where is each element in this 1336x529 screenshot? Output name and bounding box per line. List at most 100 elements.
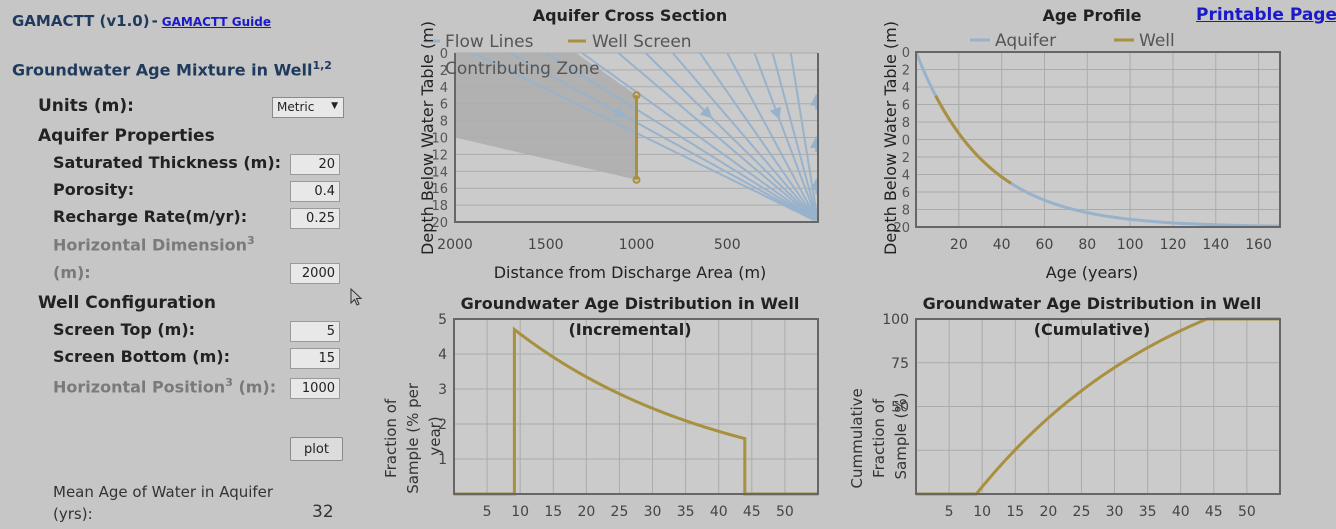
cumulative-axes bbox=[915, 318, 1281, 495]
cumulative-subtitle: (Cumulative) bbox=[1034, 320, 1151, 339]
age-profile-xlabel: Age (years) bbox=[1046, 263, 1139, 282]
y-tick-label: 2 bbox=[438, 417, 447, 433]
saturated-thickness-label: Saturated Thickness (m): bbox=[53, 153, 282, 172]
x-tick-label: 45 bbox=[743, 504, 761, 520]
x-tick-label: 35 bbox=[677, 504, 695, 520]
incremental-subtitle: (Incremental) bbox=[568, 320, 691, 339]
horizontal-position-text: Horizontal Position bbox=[53, 377, 226, 397]
y-tick-label: 18 bbox=[431, 199, 448, 214]
mean-age-label: Mean Age of Water in Aquifer (yrs): bbox=[53, 483, 274, 523]
panel-title-text: Groundwater Age Mixture in Well bbox=[12, 60, 313, 80]
y-tick-label: 1 bbox=[438, 452, 447, 468]
mean-age-value: 32 bbox=[312, 502, 334, 522]
y-tick-label: 2 bbox=[902, 64, 910, 79]
flow-direction-arrow bbox=[613, 106, 627, 118]
porosity-input[interactable] bbox=[290, 181, 340, 202]
x-tick-label: 25 bbox=[611, 504, 629, 520]
horizontal-position-input[interactable] bbox=[290, 378, 340, 399]
cumulative-ylabel-line: Fraction of bbox=[870, 398, 888, 478]
units-selected-value: Metric bbox=[277, 100, 315, 114]
y-tick-label: 75 bbox=[891, 356, 909, 372]
y-tick-label: 12 bbox=[431, 148, 448, 163]
guide-link[interactable]: GAMACTT Guide bbox=[161, 15, 272, 29]
x-tick-label: 45 bbox=[1205, 504, 1223, 520]
screen-top-input[interactable] bbox=[290, 321, 340, 342]
incremental-ylabel-line: Fraction of bbox=[382, 398, 400, 478]
printable-page-link[interactable]: Printable Page bbox=[1196, 5, 1336, 25]
cross-section-xlabel: Distance from Discharge Area (m) bbox=[494, 263, 767, 282]
y-tick-label: 2 bbox=[902, 151, 910, 166]
x-tick-label: 140 bbox=[1202, 237, 1229, 253]
aquifer-properties-heading: Aquifer Properties bbox=[38, 126, 215, 146]
y-tick-label: 6 bbox=[902, 99, 910, 114]
dropdown-arrow-icon: ▼ bbox=[331, 101, 338, 111]
screen-bottom-input[interactable] bbox=[290, 348, 340, 369]
legend-aquifer: Aquifer bbox=[995, 31, 1056, 51]
flow-direction-arrow bbox=[769, 106, 781, 120]
horizontal-dimension-unit: (m): bbox=[53, 263, 91, 282]
x-tick-label: 50 bbox=[776, 504, 794, 520]
recharge-rate-input[interactable] bbox=[290, 208, 340, 229]
y-tick-label: 0 bbox=[902, 46, 910, 61]
saturated-thickness-input[interactable] bbox=[290, 154, 340, 175]
incremental-ylabel-line: Sample (% per bbox=[404, 382, 422, 494]
units-select[interactable]: Metric ▼ bbox=[272, 97, 344, 118]
flow-lines bbox=[472, 53, 818, 221]
screen-top-label: Screen Top (m): bbox=[53, 320, 196, 339]
x-tick-label: 1500 bbox=[528, 237, 564, 253]
contributing-zone bbox=[455, 53, 637, 180]
x-tick-label: 50 bbox=[1238, 504, 1256, 520]
panel-title-footnote: 1,2 bbox=[312, 59, 332, 72]
flow-line bbox=[581, 53, 816, 221]
well-screen bbox=[632, 91, 641, 184]
x-tick-label: 40 bbox=[710, 504, 728, 520]
x-tick-label: 15 bbox=[544, 504, 562, 520]
cumulative-chart: 50 75 100 5 10 15 20 25 30 35 40 45 50 Groundwater A… bbox=[848, 294, 1281, 520]
horizontal-position-unit: (m): bbox=[238, 377, 277, 397]
well-age-curve bbox=[934, 95, 1012, 185]
y-tick-label: 4 bbox=[438, 347, 447, 363]
x-tick-label: 25 bbox=[1073, 504, 1091, 520]
flow-line bbox=[472, 53, 815, 221]
x-tick-label: 2000 bbox=[437, 237, 473, 253]
cross-section-axes bbox=[454, 53, 819, 223]
flow-line bbox=[699, 53, 818, 221]
y-tick-label: 6 bbox=[440, 98, 448, 113]
x-tick-label: 20 bbox=[577, 504, 595, 520]
flow-line bbox=[644, 53, 817, 221]
x-tick-label: 20 bbox=[950, 237, 968, 253]
plot-button[interactable]: plot bbox=[290, 437, 343, 461]
horizontal-dimension-footnote: 3 bbox=[247, 234, 255, 247]
y-tick-label: 4 bbox=[902, 81, 910, 96]
y-tick-label: 4 bbox=[902, 169, 910, 184]
app-title: GAMACTT (v1.0) - GAMACTT Guide bbox=[12, 12, 271, 30]
x-tick-label: 10 bbox=[511, 504, 529, 520]
flow-line bbox=[508, 53, 815, 221]
x-tick-label: 60 bbox=[1036, 237, 1054, 253]
horizontal-position-footnote: 3 bbox=[225, 376, 233, 389]
y-tick-label: 8 bbox=[440, 115, 448, 130]
horizontal-dimension-label: Horizontal Dimension3 bbox=[53, 234, 255, 254]
y-tick-label: 10 bbox=[431, 132, 448, 147]
x-tick-label: 30 bbox=[644, 504, 662, 520]
title-separator: - bbox=[151, 12, 158, 30]
x-tick-label: 80 bbox=[1078, 237, 1096, 253]
incremental-ylabel-line: year) bbox=[426, 416, 444, 455]
x-tick-label: 5 bbox=[945, 504, 954, 520]
y-tick-label: 8 bbox=[902, 116, 910, 131]
flow-line bbox=[771, 53, 818, 221]
y-tick-label: 8 bbox=[902, 204, 910, 219]
legend-flow-lines: Flow Lines bbox=[445, 32, 534, 52]
legend-well: Well bbox=[1139, 31, 1175, 51]
age-profile-ylabel: Depth Below Water Table (m) bbox=[881, 21, 900, 255]
horizontal-dimension-input[interactable] bbox=[290, 263, 340, 284]
y-tick-label: 2 bbox=[440, 64, 448, 79]
flow-direction-arrow bbox=[699, 105, 713, 119]
recharge-rate-label: Recharge Rate(m/yr): bbox=[53, 207, 248, 226]
x-tick-label: 1000 bbox=[619, 237, 655, 253]
cumulative-title: Groundwater Age Distribution in Well bbox=[923, 294, 1262, 313]
y-tick-label: 20 bbox=[431, 216, 448, 231]
